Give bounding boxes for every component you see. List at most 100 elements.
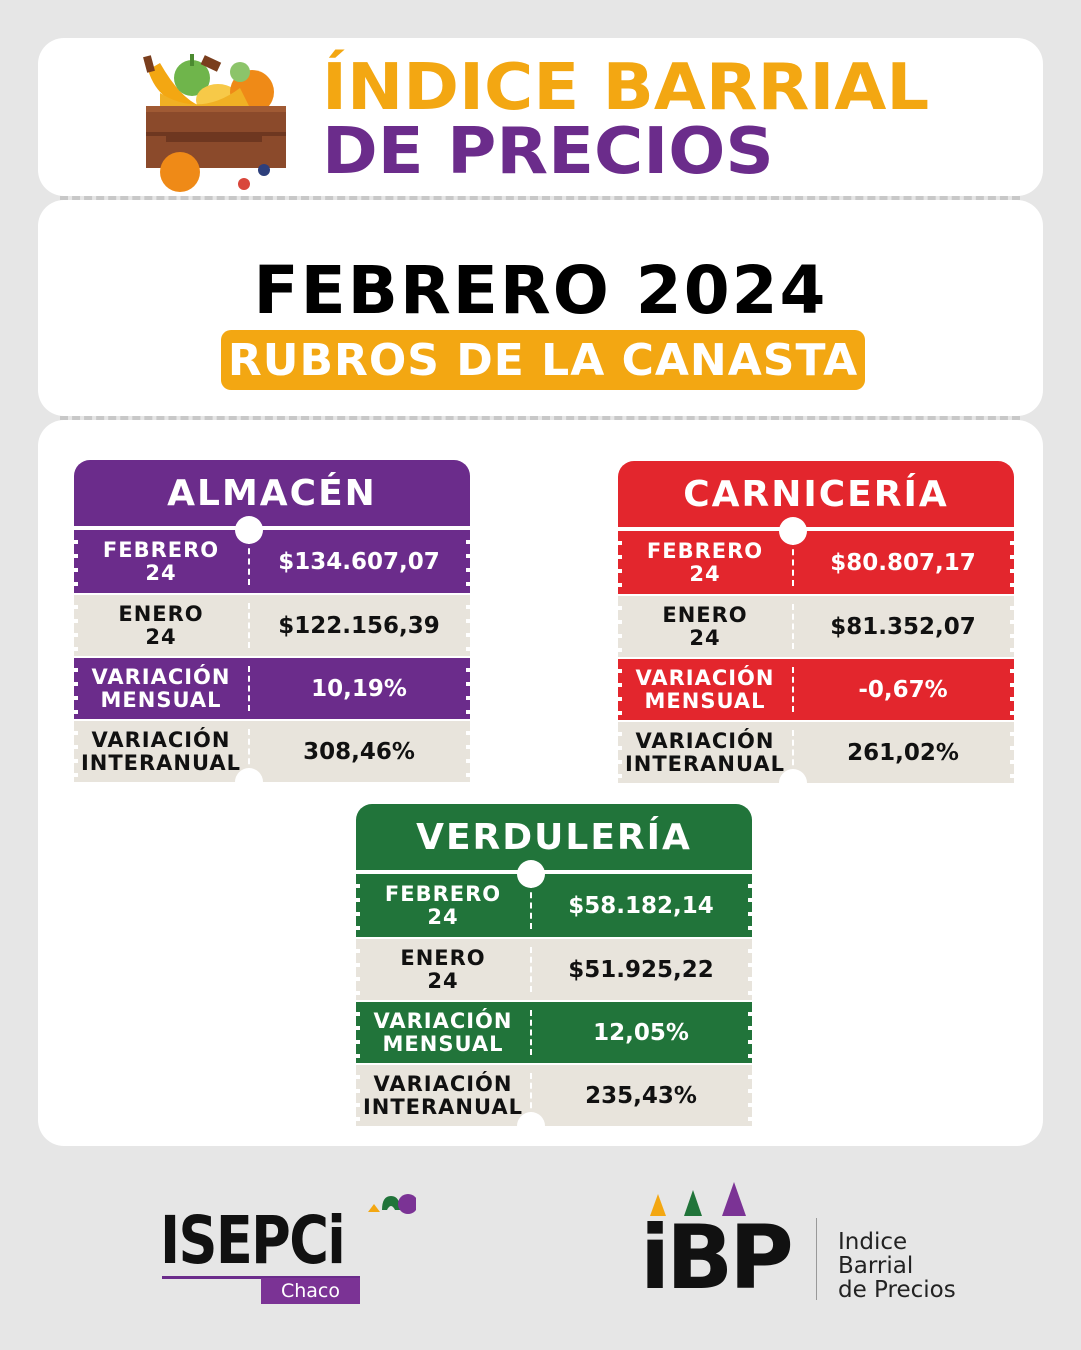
- card-separator: [74, 526, 470, 530]
- ticket-edge: [1010, 531, 1014, 594]
- table-row: VARIACIÓN INTERANUAL 261,02%: [618, 720, 1014, 783]
- ibp-separator: [816, 1218, 817, 1300]
- dashed-column-divider: [792, 667, 794, 712]
- brand-title-line1: ÍNDICE BARRIAL: [322, 51, 930, 125]
- isepci-logo: ISEPCi Chaco: [160, 1190, 420, 1310]
- row-label: ENERO 24: [400, 945, 486, 993]
- row-value: $58.182,14: [568, 892, 714, 919]
- ibp-desc-line: Indice: [838, 1229, 908, 1255]
- ticket-edge: [618, 659, 622, 720]
- ticket-edge: [1010, 659, 1014, 720]
- dashed-column-divider: [792, 539, 794, 586]
- row-label: VARIACIÓN INTERANUAL: [624, 728, 786, 776]
- card-verduleria: VERDULERÍA FEBRERO 24 $58.182,14 ENERO 2…: [356, 804, 752, 1140]
- row-label: FEBRERO 24: [384, 881, 502, 929]
- row-value: 235,43%: [585, 1082, 697, 1109]
- fruit-crate-icon: [143, 54, 286, 192]
- brand-title-line2: DE PRECIOS: [322, 115, 774, 189]
- table-row: VARIACIÓN MENSUAL 10,19%: [74, 656, 470, 719]
- ticket-edge: [618, 531, 622, 594]
- dashed-column-divider: [530, 882, 532, 929]
- table-row: ENERO 24 $81.352,07: [618, 594, 1014, 657]
- table-row: ENERO 24 $122.156,39: [74, 593, 470, 656]
- card-separator: [618, 527, 1014, 531]
- dashed-divider: [60, 416, 1020, 420]
- ticket-edge: [356, 1065, 360, 1126]
- table-row: ENERO 24 $51.925,22: [356, 937, 752, 1000]
- row-value: $80.807,17: [830, 549, 976, 576]
- card-title: ALMACÉN: [74, 460, 470, 526]
- row-value: $122.156,39: [278, 612, 440, 639]
- subtitle-badge: RUBROS DE LA CANASTA: [221, 330, 865, 390]
- ticket-notch: [779, 769, 807, 797]
- table-row: FEBRERO 24 $134.607,07: [74, 530, 470, 593]
- dashed-column-divider: [792, 604, 794, 649]
- row-value: 10,19%: [311, 675, 407, 702]
- row-value: $51.925,22: [568, 956, 714, 983]
- row-label: ENERO 24: [662, 602, 748, 650]
- row-label: FEBRERO 24: [646, 538, 764, 586]
- dashed-column-divider: [530, 1010, 532, 1055]
- dashed-divider: [60, 196, 1020, 200]
- ticket-edge: [748, 939, 752, 1000]
- isepci-shapes-icon: [368, 1194, 416, 1214]
- isepci-wordmark: ISEPCi: [160, 1202, 346, 1279]
- isepci-region-badge: Chaco: [261, 1278, 360, 1304]
- dashed-column-divider: [248, 538, 250, 585]
- table-row: VARIACIÓN MENSUAL -0,67%: [618, 657, 1014, 720]
- isepci-underline: [162, 1276, 360, 1279]
- dashed-column-divider: [248, 603, 250, 648]
- ibp-logo: iBP Indice Barrial de Precios: [640, 1180, 980, 1310]
- card-title: VERDULERÍA: [356, 804, 752, 870]
- row-label: VARIACIÓN MENSUAL: [373, 1008, 513, 1056]
- row-label: FEBRERO 24: [102, 537, 220, 585]
- table-row: FEBRERO 24 $80.807,17: [618, 531, 1014, 594]
- ticket-edge: [74, 595, 78, 656]
- ticket-notch: [779, 517, 807, 545]
- ibp-description: Indice Barrial de Precios: [838, 1230, 956, 1302]
- row-value: 261,02%: [847, 739, 959, 766]
- ticket-notch: [517, 1112, 545, 1140]
- ticket-edge: [748, 1065, 752, 1126]
- card-carniceria: CARNICERÍA FEBRERO 24 $80.807,17 ENERO 2…: [618, 461, 1014, 797]
- row-label: VARIACIÓN INTERANUAL: [362, 1071, 524, 1119]
- ticket-edge: [466, 595, 470, 656]
- ticket-notch: [235, 516, 263, 544]
- row-value: 12,05%: [593, 1019, 689, 1046]
- row-label: VARIACIÓN MENSUAL: [91, 664, 231, 712]
- row-label: VARIACIÓN MENSUAL: [635, 665, 775, 713]
- ticket-notch: [517, 860, 545, 888]
- table-row: FEBRERO 24 $58.182,14: [356, 874, 752, 937]
- dashed-column-divider: [792, 730, 794, 775]
- row-label: ENERO 24: [118, 601, 204, 649]
- row-value: 308,46%: [303, 738, 415, 765]
- ticket-edge: [466, 530, 470, 593]
- card-almacen: ALMACÉN FEBRERO 24 $134.607,07 ENERO 24 …: [74, 460, 470, 796]
- ticket-edge: [618, 596, 622, 657]
- ticket-edge: [356, 874, 360, 937]
- ibp-wordmark: iBP: [640, 1206, 794, 1309]
- dashed-column-divider: [530, 1073, 532, 1118]
- ticket-edge: [748, 1002, 752, 1063]
- ticket-edge: [74, 530, 78, 593]
- card-rows: FEBRERO 24 $58.182,14 ENERO 24 $51.925,2…: [356, 860, 752, 1140]
- dashed-column-divider: [248, 729, 250, 774]
- ibp-desc-line: Barrial: [838, 1253, 914, 1279]
- card-rows: FEBRERO 24 $134.607,07 ENERO 24 $122.156…: [74, 516, 470, 796]
- dashed-column-divider: [530, 947, 532, 992]
- ticket-edge: [1010, 722, 1014, 783]
- card-rows: FEBRERO 24 $80.807,17 ENERO 24 $81.352,0…: [618, 517, 1014, 797]
- table-row: VARIACIÓN INTERANUAL 308,46%: [74, 719, 470, 782]
- page-title: FEBRERO 2024: [253, 252, 828, 329]
- ticket-edge: [356, 1002, 360, 1063]
- ticket-notch: [235, 768, 263, 796]
- row-label: VARIACIÓN INTERANUAL: [80, 727, 242, 775]
- row-value: -0,67%: [858, 676, 948, 703]
- ticket-edge: [466, 721, 470, 782]
- ticket-edge: [74, 721, 78, 782]
- ticket-edge: [748, 874, 752, 937]
- card-title: CARNICERÍA: [618, 461, 1014, 527]
- table-row: VARIACIÓN INTERANUAL 235,43%: [356, 1063, 752, 1126]
- ticket-edge: [74, 658, 78, 719]
- table-row: VARIACIÓN MENSUAL 12,05%: [356, 1000, 752, 1063]
